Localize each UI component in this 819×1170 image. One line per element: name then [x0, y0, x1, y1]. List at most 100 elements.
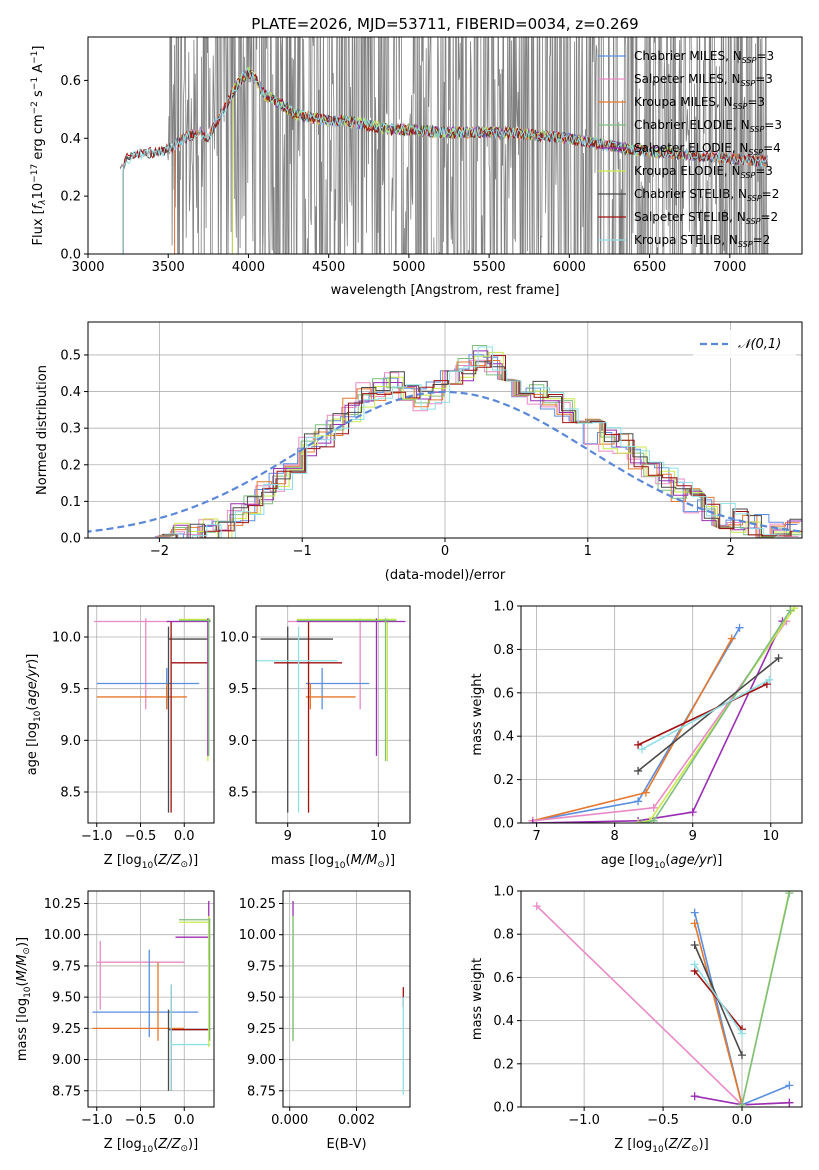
axes-frame [87, 605, 215, 824]
y-tick-label: 0.6 [493, 686, 514, 701]
plot-area-massweight_vs_Z [532, 891, 794, 1107]
x-axis-label: Z [log10(Z/Z⊙)] [104, 1137, 198, 1155]
x-tick-label: 4000 [232, 260, 265, 275]
legend-label: Chabrier ELODIE, NSSP=3 [634, 118, 782, 134]
x-tick-label: 6000 [553, 260, 586, 275]
y-tick-label: 0.8 [493, 643, 514, 658]
y-tick-label: 9.0 [60, 734, 81, 749]
axes-age_vs_mass: 9 10 8.5 9.0 9.5 10.0 mass [log10(M/M⊙)] [220, 605, 411, 871]
axes-frame [282, 890, 411, 1108]
gaussian-curve [88, 390, 802, 533]
x-tick-label: 10 [370, 829, 387, 844]
axes-frame [520, 890, 803, 1108]
x-axis-label: (data-model)/error [385, 568, 506, 583]
x-tick-label: 3000 [71, 260, 104, 275]
y-tick-label: 10.0 [52, 631, 81, 646]
y-tick-label: 0.6 [60, 74, 81, 89]
y-tick-label: 1.0 [493, 600, 514, 615]
x-tick-label: −0.5 [125, 829, 157, 844]
x-tick-label: 3500 [152, 260, 185, 275]
y-tick-label: 0.1 [60, 495, 81, 510]
series-line-kroupa-stelib [694, 963, 743, 1035]
axes-massweight_vs_Z: −1.0 −0.5 0.0 0.0 0.2 0.4 0.6 0.8 1.0 Z [log10(Z/… [470, 885, 803, 1155]
axes-frame [87, 36, 803, 255]
series-marker [690, 908, 699, 917]
x-tick-label: −1 [293, 544, 312, 559]
y-tick-label: 9.25 [247, 1022, 276, 1037]
series-marker [637, 745, 646, 754]
y-tick-label: 8.75 [247, 1084, 276, 1099]
data-spectrum-line [119, 37, 769, 254]
legend-label: Salpeter MILES, NSSP=3 [634, 72, 773, 88]
y-tick-label: 9.50 [247, 991, 276, 1006]
x-tick-label: 5000 [392, 260, 425, 275]
plot-area-mass_vs_ebv [292, 900, 404, 1095]
series-line-salpeter-elodie [532, 620, 784, 823]
series-line-chabrier-elodie [641, 609, 791, 823]
x-tick-label: 9 [284, 829, 292, 844]
y-tick-label: 0.4 [493, 1014, 514, 1029]
x-tick-label: 2 [726, 544, 734, 559]
axes-mass_vs_Z: −1.0 −0.5 0.0 8.75 9.00 9.25 9.50 9.75 10.00 10.2… [15, 890, 215, 1155]
x-tick-label: 9 [689, 829, 697, 844]
legend-label: Salpeter ELODIE, NSSP=4 [634, 141, 781, 157]
series-marker [738, 1029, 747, 1038]
series-marker [727, 634, 736, 643]
y-tick-label: 9.75 [52, 959, 81, 974]
y-tick-label: 0.4 [60, 132, 81, 147]
y-tick-label: 9.75 [247, 959, 276, 974]
x-tick-label: −1.0 [81, 1113, 113, 1128]
x-tick-label: 7000 [713, 260, 746, 275]
plot-area-spectrum [119, 37, 769, 254]
x-tick-label: 0.0 [732, 1113, 753, 1128]
x-tick-label: −0.5 [647, 1113, 679, 1128]
y-tick-label: 10.00 [44, 928, 81, 943]
legend-label: 𝒩(0,1) [738, 337, 781, 352]
series-line-chabrier-miles [532, 627, 741, 822]
axes-spectrum: 3000 3500 4000 4500 5000 5500 6000 6500 7000 0.0 0… [30, 36, 803, 298]
y-tick-label: 8.75 [52, 1084, 81, 1099]
y-tick-label: 0.5 [60, 348, 81, 363]
y-tick-label: 0.2 [60, 458, 81, 473]
plot-area-residual_hist [88, 345, 802, 538]
axes-frame [255, 605, 411, 824]
histogram-salpeter-miles [156, 359, 799, 538]
series-marker [641, 788, 650, 797]
x-axis-label: Z [log10(Z/Z⊙)] [104, 853, 198, 871]
y-tick-label: 9.00 [52, 1053, 81, 1068]
series-marker [774, 654, 783, 663]
x-tick-label: 4500 [312, 260, 345, 275]
x-tick-label: 0.000 [271, 1113, 308, 1128]
series-marker [690, 941, 699, 949]
series-marker [634, 797, 643, 806]
y-tick-label: 9.5 [60, 682, 81, 697]
y-tick-label: 8.5 [228, 786, 249, 801]
axes-mass_vs_ebv: 0.000 0.002 8.75 9.00 9.25 9.50 9.75 10.00 10.25… [239, 890, 411, 1152]
y-tick-label: 9.00 [247, 1053, 276, 1068]
x-tick-label: −2 [150, 544, 169, 559]
y-tick-label: 8.5 [60, 786, 81, 801]
x-tick-label: 0 [441, 544, 449, 559]
series-marker [785, 891, 794, 898]
series-marker [634, 740, 643, 749]
x-tick-label: 1 [584, 544, 592, 559]
series-line-chabrier-stelib [637, 657, 780, 772]
y-tick-label: 0.2 [493, 773, 514, 788]
axes-frame [520, 605, 803, 824]
y-tick-label: 0.4 [493, 730, 514, 745]
y-tick-label: 0.0 [60, 532, 81, 547]
y-tick-label: 9.50 [52, 991, 81, 1006]
figure-title: PLATE=2026, MJD=53711, FIBERID=0034, z=0… [251, 15, 638, 33]
axes-frame [87, 890, 215, 1108]
axes-age_vs_Z: −1.0 −0.5 0.0 8.5 9.0 9.5 10.0 Z [log10(Z/Z⊙)] a… [25, 605, 215, 871]
series-marker [690, 960, 699, 969]
series-marker [765, 675, 774, 684]
y-axis-label: age [log10(age/yr)] [25, 654, 43, 776]
y-axis-label: mass weight [470, 673, 485, 755]
x-tick-label: −1.0 [81, 829, 113, 844]
x-axis-label: E(B-V) [326, 1137, 366, 1152]
histogram-salpeter-stelib [162, 355, 802, 538]
x-axis-label: Z [log10(Z/Z⊙)] [614, 1137, 708, 1155]
legend-label: Kroupa STELIB, NSSP=2 [634, 233, 770, 249]
